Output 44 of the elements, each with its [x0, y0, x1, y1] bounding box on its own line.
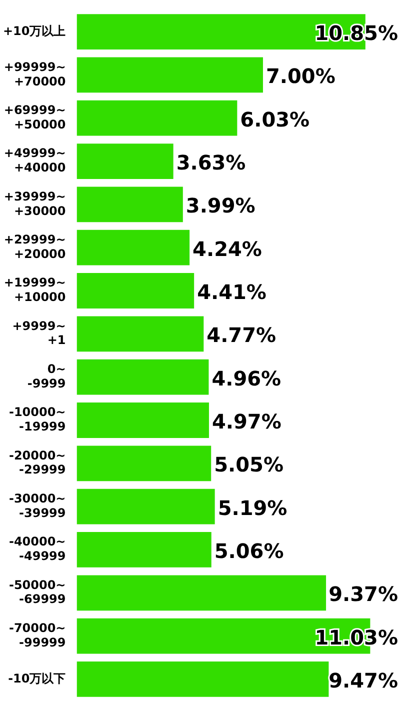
bar — [76, 316, 204, 352]
data-label: 4.97% — [212, 409, 282, 434]
bar — [76, 230, 190, 266]
y-tick-label: +49999~+40000 — [4, 146, 66, 175]
y-tick-label: +9999~+1 — [12, 318, 66, 348]
y-tick-label: +69999~+50000 — [4, 103, 66, 132]
data-label: 5.05% — [214, 452, 284, 477]
bar — [76, 402, 209, 438]
bar — [76, 532, 212, 568]
y-tick-label: -10万以下 — [8, 671, 66, 686]
data-label: 5.19% — [218, 496, 288, 520]
y-tick-label: -70000~-99999 — [8, 620, 66, 650]
bar — [76, 186, 183, 222]
data-label: 3.99% — [186, 194, 256, 218]
y-tick-label: -30000~-39999 — [8, 491, 66, 520]
data-label: 4.41% — [197, 280, 266, 304]
bar — [76, 446, 212, 482]
data-label: 6.03% — [240, 107, 310, 132]
bar — [76, 488, 215, 524]
y-tick-label: +39999~+30000 — [4, 189, 66, 218]
bar — [76, 575, 326, 611]
data-label: 4.24% — [192, 236, 262, 261]
data-label: 4.77% — [206, 323, 276, 348]
bar — [76, 100, 238, 136]
y-tick-label: +19999~+10000 — [4, 276, 66, 304]
data-label: 4.96% — [212, 366, 282, 390]
data-label: 5.06% — [214, 538, 284, 563]
y-tick-label: -40000~-49999 — [8, 534, 66, 564]
data-label: 7.00% — [266, 64, 336, 88]
y-tick-label: -20000~-29999 — [8, 448, 66, 477]
bar — [76, 273, 194, 308]
y-tick-label: +10万以上 — [2, 24, 66, 38]
bar — [76, 57, 263, 93]
bar — [76, 662, 329, 697]
y-tick-label: -50000~-69999 — [8, 578, 66, 606]
y-tick-label: -10000~-19999 — [8, 405, 66, 434]
bar — [76, 359, 209, 395]
bar — [76, 144, 174, 179]
y-tick-label: +29999~+20000 — [4, 232, 66, 261]
y-tick-label: +99999~+70000 — [4, 60, 66, 88]
y-tick-label: 0~-9999 — [27, 362, 66, 390]
data-label: 9.47% — [328, 668, 398, 692]
data-label: 9.37% — [328, 582, 398, 606]
data-label: 3.63% — [176, 150, 246, 174]
